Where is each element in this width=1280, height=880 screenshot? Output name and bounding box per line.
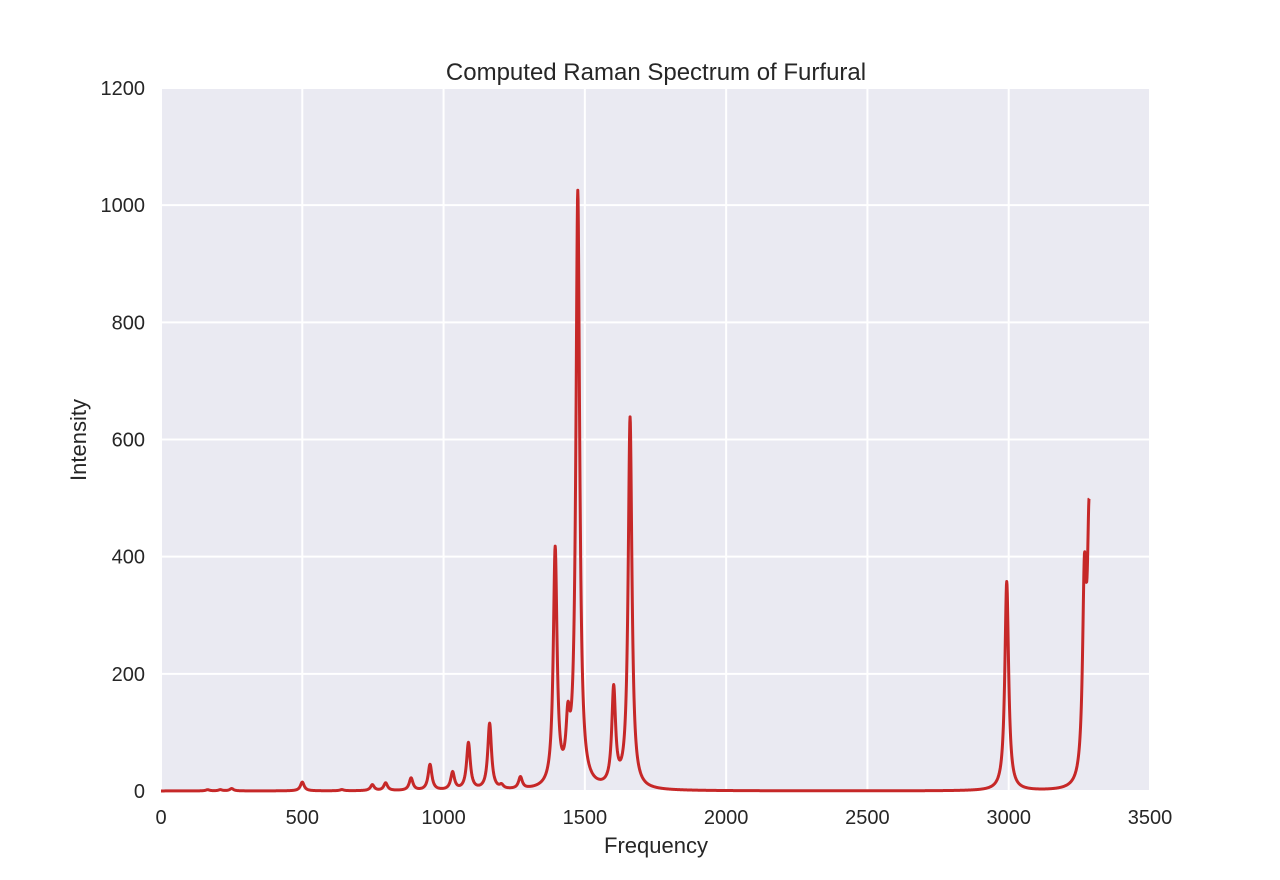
chart-title: Computed Raman Spectrum of Furfural [446,59,866,86]
y-axis-title: Intensity [66,399,91,481]
y-tick-label: 0 [134,781,145,803]
x-tick-label: 1500 [563,807,608,829]
y-tick-label: 800 [112,312,145,334]
y-tick-label: 400 [112,547,145,569]
y-tick-label: 1200 [101,78,146,100]
y-tick-label: 600 [112,430,145,452]
x-tick-label: 2000 [704,807,749,829]
y-tick-label: 200 [112,664,145,686]
x-tick-label: 3000 [986,807,1031,829]
x-tick-label: 3500 [1128,807,1173,829]
x-tick-label: 1000 [421,807,466,829]
y-tick-label: 1000 [101,195,146,217]
x-tick-label: 0 [155,807,166,829]
series-line-raman [159,188,1091,793]
x-tick-labels: 0 500 1000 1500 2000 2500 3000 3500 [155,807,1172,829]
x-tick-label: 2500 [845,807,890,829]
x-axis-title: Frequency [604,833,708,858]
x-tick-label: 500 [286,807,319,829]
y-tick-labels: 0 200 400 600 800 1000 1200 [101,78,146,803]
